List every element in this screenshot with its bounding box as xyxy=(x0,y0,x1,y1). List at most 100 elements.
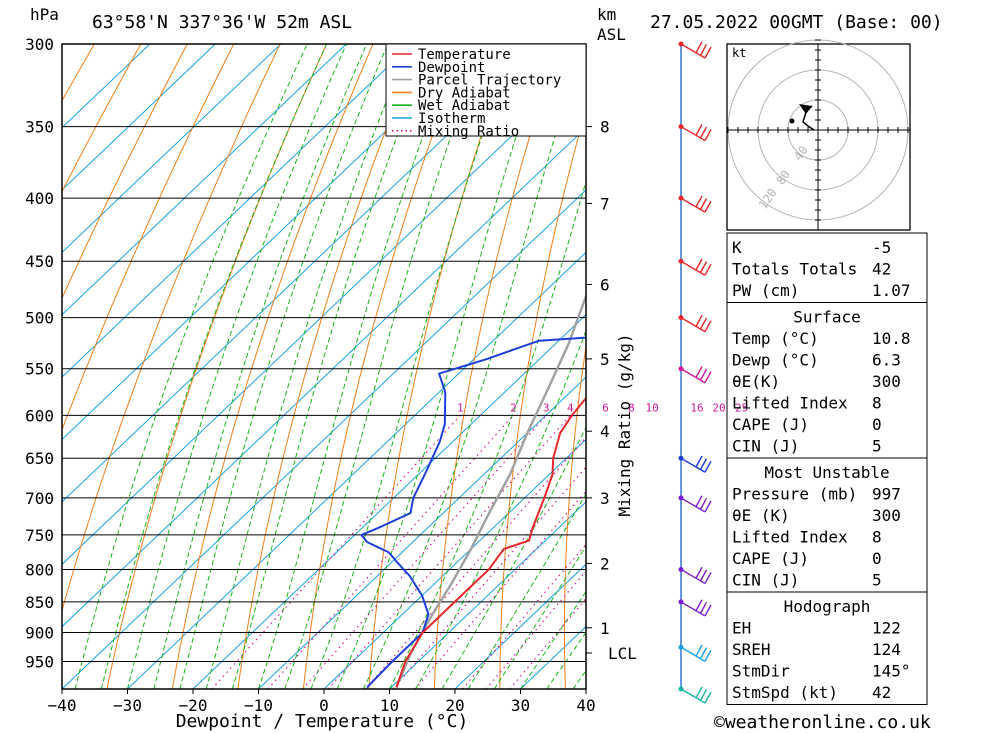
legend-label: Mixing Ratio xyxy=(418,124,519,140)
isotherm-line xyxy=(62,44,151,129)
pressure-tick-label: 950 xyxy=(25,653,54,672)
index-label: Lifted Index xyxy=(732,394,848,413)
pressure-tick-label: 600 xyxy=(25,406,54,425)
wind-barb-staff xyxy=(680,125,706,142)
index-value: 145° xyxy=(872,662,911,681)
indices-box xyxy=(726,591,928,705)
indices-section-title: Hodograph xyxy=(784,597,871,616)
isotherm-line xyxy=(258,376,586,689)
index-label: CIN (J) xyxy=(732,437,799,456)
height-tick-label: 1 xyxy=(600,619,610,638)
wind-barb-feather xyxy=(704,371,712,384)
index-label: SREH xyxy=(732,640,771,659)
wet-adiabat-line xyxy=(205,44,411,689)
index-value: 10.8 xyxy=(872,329,911,348)
mixing-ratio-label: 3 xyxy=(543,401,550,414)
legend-label: Isotherm xyxy=(418,111,485,127)
index-value: 0 xyxy=(872,415,882,434)
pressure-tick-label: 750 xyxy=(25,526,54,545)
pressure-axis: 300 350 400 450 500 550 600 650 700 750 800 850 900 9… xyxy=(25,35,54,672)
dry-adiabat-line xyxy=(237,44,420,689)
wind-barb-feather xyxy=(695,566,703,579)
height-tick-label: 8 xyxy=(600,118,610,137)
index-label: Temp (°C) xyxy=(732,329,819,348)
legend-label: Parcel Trajectory xyxy=(418,73,561,89)
wind-barb-feather xyxy=(699,689,708,701)
index-value: 8 xyxy=(872,394,882,413)
mixing-ratio-line xyxy=(327,414,571,689)
pressure-tick-label: 700 xyxy=(25,489,54,508)
mixing-ratio-line xyxy=(211,414,461,689)
index-value: 8 xyxy=(872,528,882,547)
index-label: CAPE (J) xyxy=(732,415,809,434)
hodograph-unit: kt xyxy=(732,46,746,60)
index-value: 997 xyxy=(872,485,901,504)
legend-label: Dewpoint xyxy=(418,60,485,76)
wind-barb-staff xyxy=(680,197,706,213)
mixing-ratio-axis-title: Mixing Ratio (g/kg) xyxy=(615,333,634,516)
index-value: 300 xyxy=(872,372,901,391)
wind-barb xyxy=(678,315,712,333)
wind-barb xyxy=(678,644,712,662)
temperature-tick-label: 30 xyxy=(511,696,530,715)
mixing-ratio-label: 4 xyxy=(567,401,574,414)
wind-barb-feather xyxy=(704,500,712,513)
index-label: θE (K) xyxy=(732,506,790,525)
height-tick-label: 5 xyxy=(600,350,610,369)
index-label: Lifted Index xyxy=(732,528,848,547)
legend-box xyxy=(385,43,587,137)
hodograph-ring-label: 40 xyxy=(791,143,811,163)
wind-barb-staff xyxy=(680,646,706,662)
storm-motion-marker xyxy=(789,118,795,124)
wind-barb-staff xyxy=(680,260,706,276)
dry-adiabat-line xyxy=(106,44,328,689)
wet-adiabat-line xyxy=(441,426,586,689)
isotherm-line xyxy=(62,189,586,689)
wind-barb xyxy=(678,124,712,142)
mixing-ratio-line xyxy=(302,414,547,689)
wind-barb-feather xyxy=(695,258,703,271)
wet-adiabat-line xyxy=(153,44,368,689)
wind-barb-staff xyxy=(680,368,706,384)
index-label: StmSpd (kt) xyxy=(732,683,838,702)
wind-barb-feather xyxy=(704,572,712,584)
wet-adiabat-line xyxy=(362,44,585,689)
wet-adiabat-line xyxy=(520,590,586,689)
index-label: θE(K) xyxy=(732,372,780,391)
wind-barb-feather xyxy=(704,320,712,332)
wet-adiabat-line xyxy=(415,329,586,689)
index-label: Dewp (°C) xyxy=(732,351,819,370)
dry-adiabat-line xyxy=(499,107,586,689)
mixing-ratio-label: 25 xyxy=(735,401,748,414)
wet-adiabat-line xyxy=(310,44,515,689)
index-value: 122 xyxy=(872,619,901,638)
wind-barb-staff xyxy=(680,457,706,473)
wet-adiabat-line xyxy=(389,179,586,689)
mixing-ratio-line xyxy=(267,414,514,689)
temperature-line xyxy=(395,396,586,688)
wind-barb-feather xyxy=(695,195,703,208)
temperature-tick-label: 20 xyxy=(445,696,464,715)
pressure-tick-label: 800 xyxy=(25,560,54,579)
index-value: -5 xyxy=(872,238,891,257)
isotherm-line xyxy=(62,44,216,191)
wind-barb-feather xyxy=(699,126,708,139)
wind-barb-staff xyxy=(680,601,706,617)
dry-adiabat-line xyxy=(62,44,235,432)
temperature-axis: −40 −30 −20 −10 0 10 20 30 40 xyxy=(48,689,596,715)
wind-barb-staff xyxy=(680,317,706,333)
wind-barb-feather xyxy=(695,124,703,136)
wet-adiabat-line xyxy=(284,44,485,689)
height-tick-label: 4 xyxy=(600,422,610,441)
wind-barb-feather xyxy=(704,129,712,141)
mixing-ratio-label: 6 xyxy=(602,401,609,414)
wind-barb xyxy=(678,566,712,585)
dry-adiabat-line xyxy=(627,44,698,689)
hodograph-arrowhead xyxy=(799,104,812,114)
dry-adiabat-line xyxy=(62,44,188,300)
index-value: 5 xyxy=(872,571,882,590)
mixing-ratio-labels: 1 2 3 4 6 8 10 16 20 25 xyxy=(457,401,748,414)
height-tick-label: 3 xyxy=(600,489,610,508)
